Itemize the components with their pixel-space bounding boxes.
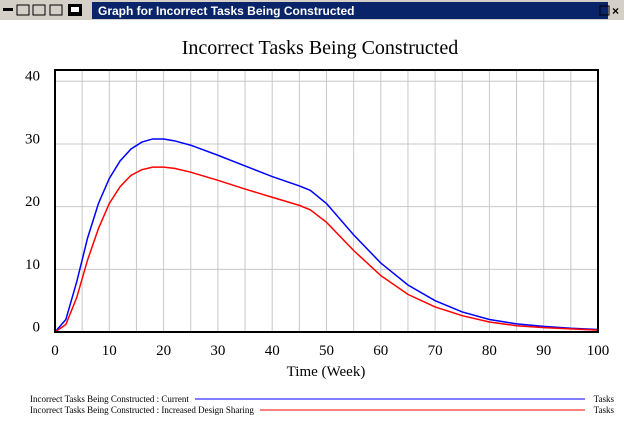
x-tick-label: 40 xyxy=(265,343,280,359)
window-buttons[interactable]: × xyxy=(599,4,619,18)
ticks: 0 10 20 30 40 50 60 70 80 90 100 0 10 20 30 40 xyxy=(25,69,609,359)
y-tick-label: 0 xyxy=(33,319,41,335)
x-tick-label: 90 xyxy=(536,343,551,359)
legend-unit: Tasks xyxy=(594,394,615,404)
y-tick-label: 30 xyxy=(25,131,40,147)
chart-title: Incorrect Tasks Being Constructed xyxy=(182,37,459,59)
toolbar-icons[interactable] xyxy=(3,4,82,16)
x-tick-label: 60 xyxy=(373,343,388,359)
x-tick-label: 70 xyxy=(428,343,443,359)
y-tick-label: 10 xyxy=(25,257,40,273)
legend-label: Incorrect Tasks Being Constructed : Curr… xyxy=(30,394,189,404)
legend-label: Incorrect Tasks Being Constructed : Incr… xyxy=(30,405,254,415)
lines xyxy=(54,138,599,333)
legend: Incorrect Tasks Being Constructed : Curr… xyxy=(30,394,614,415)
x-tick-label: 20 xyxy=(156,343,171,359)
x-axis-label: Time (Week) xyxy=(287,364,366,380)
svg-text:×: × xyxy=(612,4,619,18)
plot-frame xyxy=(54,69,599,333)
x-tick-label: 10 xyxy=(102,343,117,359)
legend-unit: Tasks xyxy=(594,405,615,415)
x-tick-label: 0 xyxy=(51,343,59,359)
x-tick-label: 80 xyxy=(482,343,497,359)
title-bar xyxy=(92,2,608,19)
grid xyxy=(55,70,598,333)
series-line xyxy=(54,166,599,333)
y-tick-label: 40 xyxy=(25,69,40,85)
window-title: Graph for Incorrect Tasks Being Construc… xyxy=(98,4,355,18)
y-tick-label: 20 xyxy=(25,194,40,210)
series-line xyxy=(54,138,599,333)
x-tick-label: 30 xyxy=(210,343,225,359)
x-tick-label: 100 xyxy=(587,343,610,359)
x-tick-label: 50 xyxy=(319,343,334,359)
